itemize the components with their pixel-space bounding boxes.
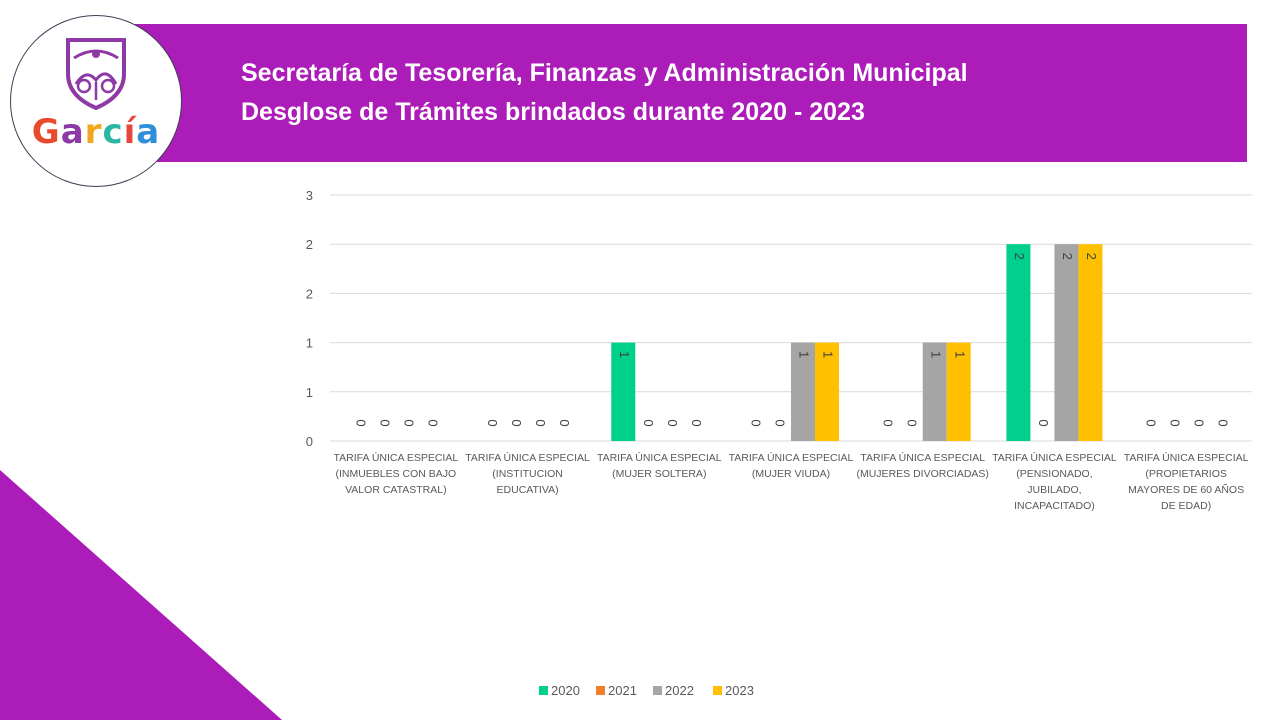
logo-letter: G: [31, 112, 61, 152]
data-label: 1: [821, 351, 836, 358]
legend-item: 2022: [653, 683, 694, 698]
x-category-label: TARIFA ÚNICA ESPECIAL: [992, 451, 1117, 464]
data-label: 0: [773, 419, 788, 426]
data-label: 0: [1144, 419, 1159, 426]
header-banner: [133, 24, 1247, 162]
logo-letter: a: [136, 112, 161, 152]
x-category-label: (PENSIONADO,: [1016, 468, 1092, 480]
x-category-label: (MUJERES DIVORCIADAS): [856, 468, 988, 480]
data-label: 0: [485, 419, 500, 426]
data-label: 1: [952, 351, 967, 358]
data-label: 1: [797, 351, 812, 358]
data-label: 0: [509, 419, 524, 426]
x-category-label: VALOR CATASTRAL): [345, 484, 447, 496]
x-category-label: (MUJER VIUDA): [752, 468, 830, 480]
bar-2022: [791, 342, 815, 441]
legend-item: 2021: [596, 683, 637, 698]
y-tick-label: 1: [306, 336, 313, 351]
bar-2022: [922, 342, 947, 441]
logo-letter: í: [123, 112, 137, 152]
logo-letter: c: [102, 112, 124, 152]
data-label: 0: [1192, 419, 1207, 426]
data-label: 0: [425, 419, 440, 426]
data-label: 0: [401, 419, 416, 426]
data-label: 0: [641, 419, 656, 426]
x-category-label: MAYORES DE 60 AÑOS: [1128, 483, 1244, 496]
x-category-label: EDUCATIVA): [497, 484, 559, 496]
legend-swatch: [653, 686, 662, 695]
x-category-label: TARIFA ÚNICA ESPECIAL: [860, 451, 985, 464]
shield-crest-icon: [66, 38, 126, 110]
data-label: 0: [1168, 419, 1183, 426]
x-category-label: (INSTITUCION: [492, 468, 563, 480]
x-category-label: (MUJER SOLTERA): [612, 468, 706, 480]
data-label: 0: [1036, 419, 1051, 426]
legend-swatch: [596, 686, 605, 695]
bar-2022: [1054, 244, 1079, 441]
logo-letter: a: [60, 112, 85, 152]
data-label: 1: [928, 351, 943, 358]
bar-2020: [1006, 244, 1031, 441]
data-label: 0: [377, 419, 392, 426]
logo-wordmark: García: [11, 112, 181, 152]
bar-2023: [946, 342, 971, 441]
data-label: 0: [557, 419, 572, 426]
legend-label: 2023: [725, 683, 754, 698]
bar-2020: [611, 342, 636, 441]
y-tick-label: 1: [306, 385, 313, 400]
x-category-label: (INMUEBLES CON BAJO: [335, 468, 456, 480]
page-subtitle: Desglose de Trámites brindados durante 2…: [241, 98, 865, 126]
data-label: 0: [1216, 419, 1231, 426]
y-tick-label: 0: [306, 434, 313, 449]
y-tick-label: 3: [306, 188, 313, 203]
corner-decoration: [0, 470, 282, 720]
x-category-label: TARIFA ÚNICA ESPECIAL: [1124, 451, 1249, 464]
x-category-label: TARIFA ÚNICA ESPECIAL: [597, 451, 722, 464]
data-label: 2: [1084, 253, 1099, 260]
y-tick-label: 2: [306, 237, 313, 252]
data-label: 0: [665, 419, 680, 426]
x-category-label: DE EDAD): [1161, 500, 1211, 512]
data-label: 2: [1060, 253, 1075, 260]
x-category-label: INCAPACITADO): [1014, 500, 1095, 512]
y-tick-label: 2: [306, 286, 313, 301]
legend-swatch: [539, 686, 548, 695]
legend-label: 2022: [665, 683, 694, 698]
page-title: Secretaría de Tesorería, Finanzas y Admi…: [241, 59, 968, 87]
data-label: 1: [617, 351, 632, 358]
data-label: 0: [880, 419, 895, 426]
x-category-label: TARIFA ÚNICA ESPECIAL: [729, 451, 854, 464]
bar-2023: [815, 342, 839, 441]
legend-item: 2023: [713, 683, 754, 698]
x-category-label: TARIFA ÚNICA ESPECIAL: [465, 451, 590, 464]
data-label: 0: [749, 419, 764, 426]
legend-label: 2020: [551, 683, 580, 698]
data-label: 2: [1012, 253, 1027, 260]
data-label: 0: [689, 419, 704, 426]
bar-2023: [1078, 244, 1103, 441]
data-label: 0: [904, 419, 919, 426]
x-category-label: JUBILADO,: [1027, 484, 1081, 496]
x-category-label: TARIFA ÚNICA ESPECIAL: [334, 451, 459, 464]
legend-swatch: [713, 686, 722, 695]
legend-label: 2021: [608, 683, 637, 698]
x-category-label: (PROPIETARIOS: [1145, 468, 1226, 480]
data-label: 0: [353, 419, 368, 426]
legend-item: 2020: [539, 683, 580, 698]
logo-letter: r: [84, 112, 103, 152]
data-label: 0: [533, 419, 548, 426]
logo: García: [10, 15, 182, 187]
